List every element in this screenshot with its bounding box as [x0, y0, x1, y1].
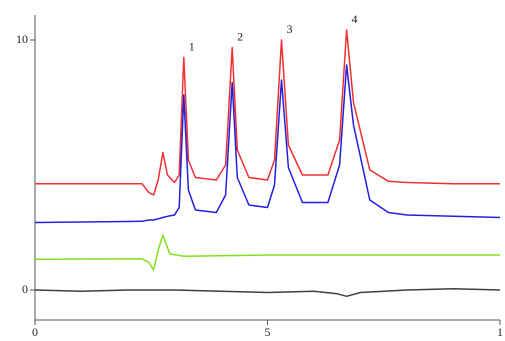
peak-label: 1	[189, 39, 195, 53]
trace	[34, 288, 501, 298]
trace	[34, 64, 501, 224]
peak-label: 4	[352, 12, 358, 26]
peak-label: 2	[237, 29, 243, 43]
x-tick-label: 0	[32, 325, 38, 339]
peak-label: 3	[286, 22, 292, 36]
x-tick-label: 1	[497, 325, 503, 339]
trace	[35, 29, 500, 196]
trace	[34, 234, 500, 271]
y-tick-label: 0	[22, 282, 28, 296]
y-tick-label: 10	[16, 32, 28, 46]
x-tick-label: 5	[265, 325, 271, 339]
